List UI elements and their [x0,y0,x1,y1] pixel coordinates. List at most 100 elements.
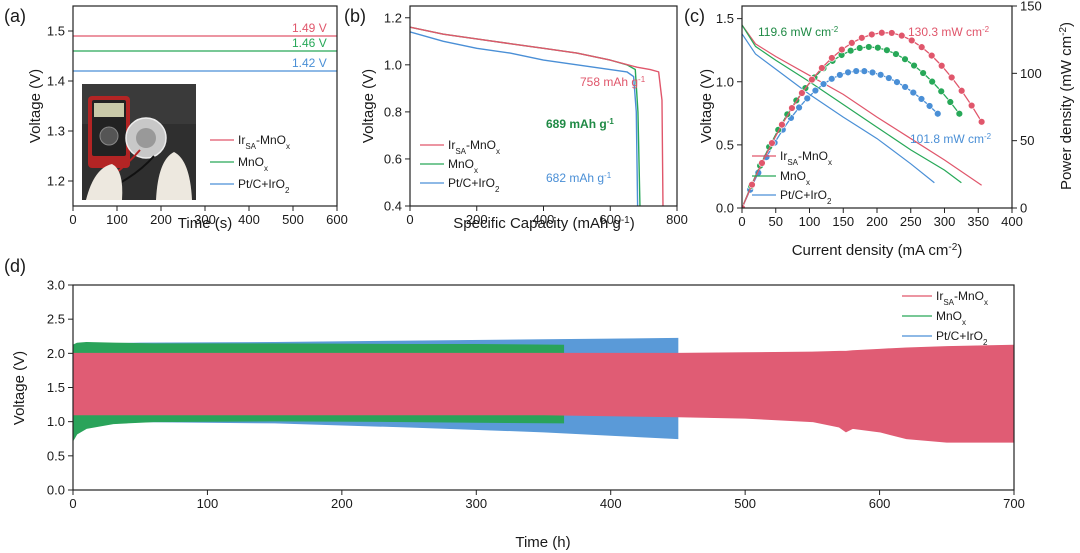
power-point-mnox [902,56,909,63]
panel-b-y-tick-label: 1.2 [384,10,402,25]
panel-d-x-tick-label: 0 [69,496,76,511]
panel-b-y-tick-label: 0.6 [384,151,402,166]
panel-a-y-tick-label: 1.3 [47,124,65,139]
legend-label-irsa: IrSA-MnOx [936,289,988,307]
power-point-mnox [956,110,963,117]
panel-b-ticks: 0 200 400 600 800 0.4 0.6 0.8 1.0 1.2 [384,10,688,227]
panel-b-y-tick-label: 0.4 [384,199,402,214]
panel-b-y-tick-label: 1.0 [384,57,402,72]
panel-a-x-tick-label: 0 [69,212,76,227]
legend-label-mnox: MnOx [780,169,810,187]
power-point-mnox [929,78,936,85]
panel-b-x-tick-label: 800 [666,212,688,227]
panel-b-legend: IrSA-MnOx MnOx Pt/C+IrO2 [420,138,500,194]
power-point-irsa [838,46,845,53]
panel-c-y2-tick-label: 0 [1020,201,1027,216]
power-point-mnox [847,47,854,54]
panel-a-annotation-ptc: 1.42 V [292,56,327,70]
power-point-irsa [928,52,935,59]
power-point-ptc [934,110,941,117]
panel-a-xlabel: Time (s) [178,215,232,232]
power-point-irsa [878,29,885,36]
panel-a-label: (a) [4,6,26,26]
power-point-mnox [911,62,918,69]
panel-a-x-tick-label: 600 [326,212,348,227]
panel-b-annotation-mnox: 689 mAh g-1 [546,117,614,132]
power-point-ptc [861,68,868,75]
power-point-irsa [948,74,955,81]
panel-d-xlabel: Time (h) [515,534,570,551]
panel-a-y-tick-label: 1.2 [47,174,65,189]
power-point-mnox [893,51,900,58]
panel-a-annotation-mnox: 1.46 V [292,36,327,50]
power-point-ptc [820,81,827,88]
power-point-ptc [869,69,876,76]
power-point-ptc [926,103,933,110]
panel-c-xlabel: Current density (mA cm-2) [792,242,963,260]
power-point-ptc [804,95,811,102]
panel-d-x-tick-label: 300 [465,496,487,511]
panel-d-y-tick-label: 0.5 [47,448,65,463]
panel-c-y-tick-label: 1.0 [716,74,734,89]
panel-d-x-tick-label: 500 [734,496,756,511]
power-point-mnox [947,99,954,106]
power-curve-irsa [742,33,982,208]
power-point-irsa [808,76,815,83]
power-point-irsa [858,34,865,41]
panel-d: (d) 0 100 200 300 400 500 600 700 0.0 0.5 1.0 1.5 2.… [4,256,1025,551]
panel-c-x-tick-label: 150 [832,214,854,229]
panel-d-ylabel: Voltage (V) [11,351,28,425]
power-point-irsa [888,30,895,37]
panel-d-y-tick-label: 1.0 [47,414,65,429]
panel-c-x-tick-label: 350 [967,214,989,229]
power-point-ptc [796,104,803,111]
panel-d-x-tick-label: 700 [1003,496,1025,511]
panel-d-legend: IrSA-MnOx MnOx Pt/C+IrO2 [902,289,988,347]
legend-label-ptc: Pt/C+IrO2 [780,188,832,206]
panel-d-x-tick-label: 600 [869,496,891,511]
panel-c-y-tick-label: 1.5 [716,11,734,26]
panel-a-x-tick-label: 500 [282,212,304,227]
power-point-mnox [938,88,945,95]
power-point-irsa [918,44,925,51]
power-point-mnox [884,47,891,54]
panel-b-x-tick-label: 0 [406,212,413,227]
legend-label-mnox: MnOx [238,155,268,173]
legend-label-mnox: MnOx [448,157,478,175]
power-point-irsa [779,121,786,128]
panel-b: (b) 0 200 400 600 8000.40.60.81.01.2 758 mAh… [344,6,688,232]
panel-b-annotation-irsa: 758 mAh g-1 [580,75,646,90]
panel-c-label: (c) [684,6,705,26]
inset-photo-multimeter [82,84,196,200]
power-point-irsa [938,62,945,69]
panel-c-annotation-mnox: 119.6 mW cm-2 [758,25,839,40]
panel-c-y2-tick-label: 100 [1020,66,1042,81]
panel-c-x-tick-label: 100 [799,214,821,229]
panel-a: (a) 0 100 200 300 400 500 600 1.2 1.3 1.4 1.5 1.49… [4,6,348,232]
power-point-mnox [874,44,881,51]
panel-d-y-tick-label: 2.5 [47,312,65,327]
legend-label-ptc: Pt/C+IrO2 [936,329,988,347]
power-point-irsa [898,32,905,39]
panel-c-y2-tick-label: 150 [1020,0,1042,14]
panel-c-annotation-irsa: 130.3 mW cm-2 [908,25,990,40]
power-point-irsa [799,90,806,97]
power-point-irsa [978,118,985,125]
panel-a-y-tick-label: 1.5 [47,24,65,39]
power-point-irsa [759,160,766,167]
panel-c: (c) 0 50 100 150 200 250 300 350 4000.00.51.01.5… [684,0,1075,259]
panel-a-y-tick-label: 1.4 [47,74,65,89]
panel-c-x-tick-label: 50 [769,214,783,229]
power-point-irsa [958,87,965,94]
panel-c-ylabel: Voltage (V) [698,69,715,143]
power-point-mnox [920,70,927,77]
legend-label-mnox: MnOx [936,309,966,327]
power-point-ptc [812,87,819,94]
panel-c-y-tick-label: 0.5 [716,137,734,152]
power-point-ptc [910,89,917,96]
power-point-irsa [818,65,825,72]
panel-a-x-tick-label: 200 [150,212,172,227]
power-point-ptc [885,75,892,82]
power-point-irsa [828,55,835,62]
legend-label-irsa: IrSA-MnOx [780,149,832,167]
